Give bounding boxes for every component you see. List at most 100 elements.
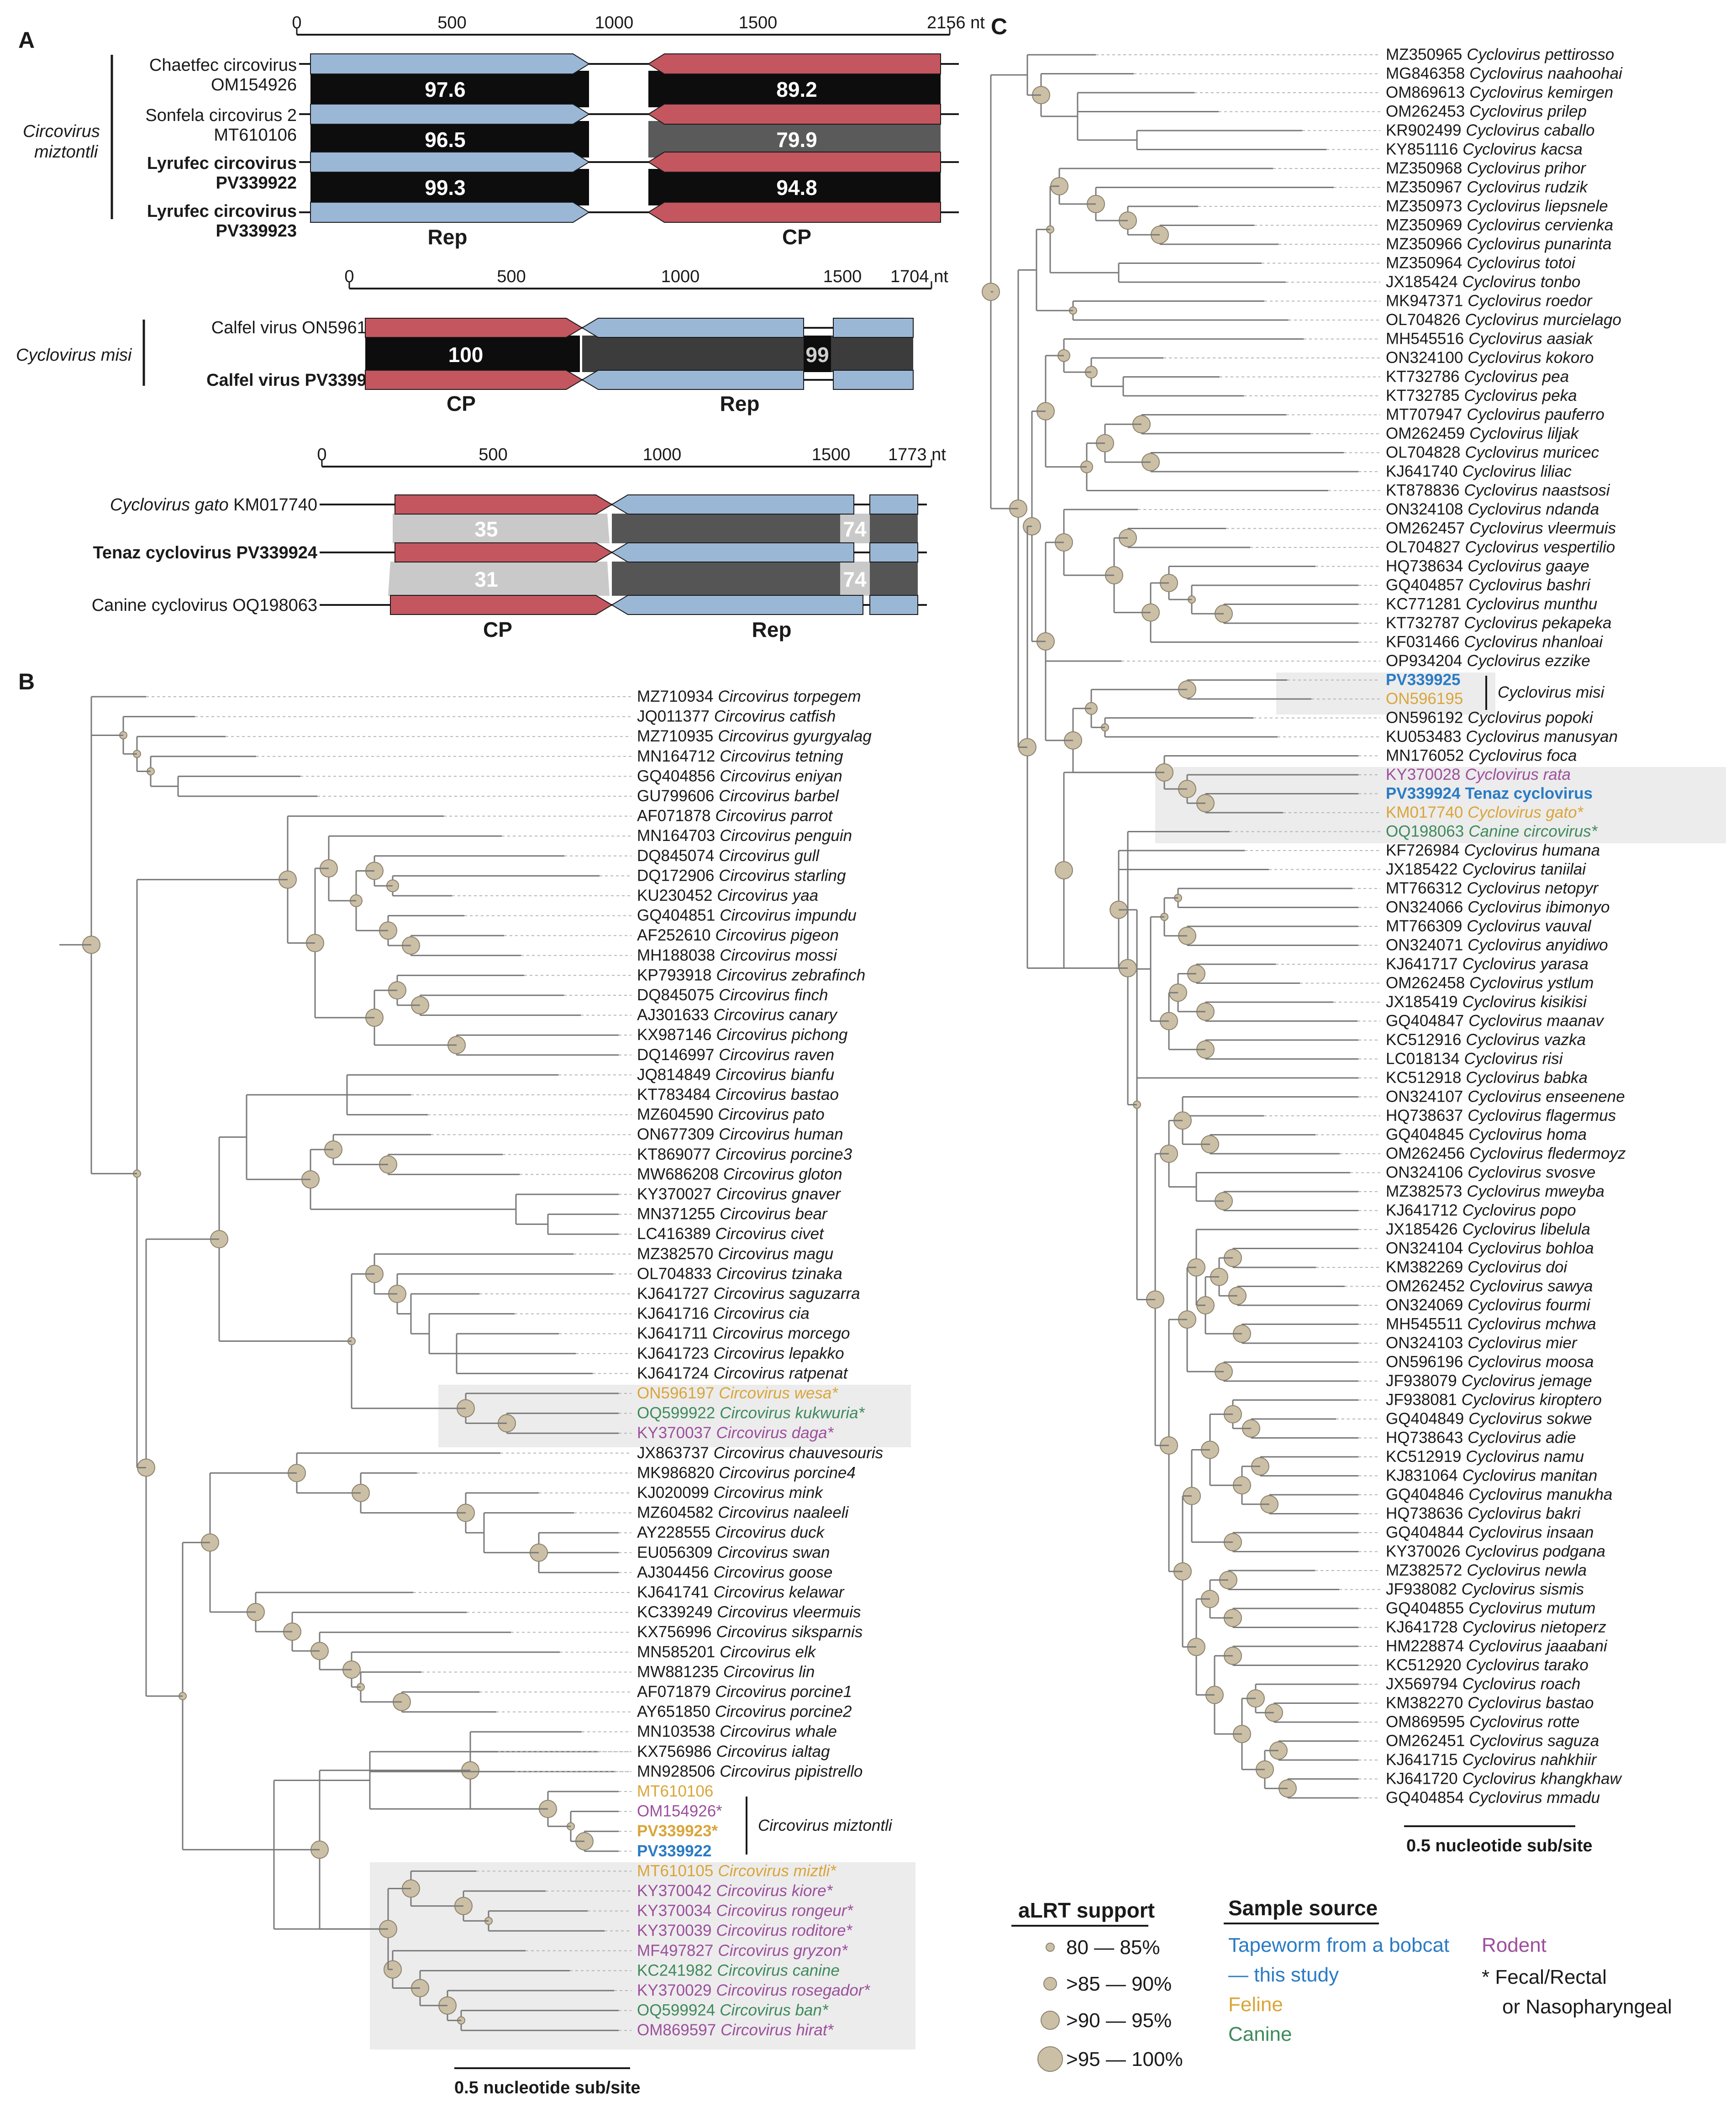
phylogenetic-tree-b [59,696,631,2031]
tip-label: HQ738643 Cyclovirus adie [1386,1429,1576,1447]
tip-accession: ON324100 [1386,349,1463,367]
tip-species: Cyclovirus pekapeka [1464,614,1612,632]
tip-label: DQ845075 Circovirus finch [637,986,828,1004]
tip-label: MZ350965 Cyclovirus pettirosso [1386,46,1614,63]
tip-species: Circovirus torpegem [718,688,861,705]
tip-accession: KJ641711 [637,1324,708,1342]
tip-species: Cyclovirus netopyr [1467,879,1599,897]
tip-species: Circovirus swan [717,1544,830,1561]
tip-accession: ON324107 [1386,1088,1463,1106]
identity-block [582,336,804,372]
tip-accession: GQ404847 [1386,1012,1464,1030]
tip-accession: KY370028 [1386,766,1460,783]
identity-block [648,71,941,107]
tip-label: GQ404857 Cyclovirus bashri [1386,576,1591,594]
group-label: miztontli [34,142,99,162]
tip-label: JX569794 Cyclovirus roach [1386,1675,1580,1693]
tip-species: Cyclovirus flagermus [1468,1107,1616,1124]
tip-accession: AF071878 [637,807,711,825]
legend-alrt-item: >90 — 95% [1066,2009,1172,2032]
tip-accession: KF726984 [1386,841,1460,859]
tip-label: MF497827 Circovirus gryzon* [637,1942,848,1960]
tip-accession: GQ404851 [637,907,715,925]
tip-species: Cyclovirus mmadu [1468,1789,1600,1807]
tip-species: Cyclovirus yarasa [1462,955,1589,973]
legend-source-fecal-2: or Nasopharyngeal [1502,1996,1672,2018]
tip-species: Tenaz cyclovirus [1465,785,1592,803]
tip-label: AF071878 Circovirus parrot [637,807,833,825]
tip-accession: KT732785 [1386,387,1460,405]
tip-label: OM262451 Cyclovirus saguza [1386,1732,1599,1750]
genome-name: Canine cyclovirus OQ198063 [92,596,317,615]
tip-label: MZ382573 Cyclovirus mweyba [1386,1182,1604,1200]
tip-accession: MZ604590 [637,1106,713,1124]
tip-label: MZ710935 Circovirus gyurgyalag [637,727,872,745]
tip-species: Circovirus eniyan [720,767,842,785]
tip-species: Circovirus gyurgyalag [718,727,872,745]
tip-species: Cyclovirus fledermoyz [1469,1145,1626,1162]
tip-species: Circovirus rosegador* [716,1981,870,1999]
tip-species: Circovirus ban* [720,2002,829,2019]
tip-label: HQ738636 Cyclovirus bakri [1386,1505,1581,1523]
gene-label: CP [782,225,811,249]
tip-accession: MZ710934 [637,688,713,705]
identity-block [393,514,610,543]
panel-c-label: C [991,14,1007,39]
tip-species: Circovirus bianfu [715,1066,835,1083]
tip-species: Cyclovirus pettirosso [1467,46,1614,63]
genome-acc: PV339922 [216,173,297,193]
tip-accession: KJ020099 [637,1484,709,1502]
tip-label: KJ641715 Cyclovirus nahkhiir [1386,1751,1597,1769]
tip-label: ON324071 Cyclovirus anyidiwo [1386,936,1608,954]
tip-label: MW881235 Circovirus lin [637,1663,815,1681]
tip-label: OL704826 Cyclovirus murcielago [1386,311,1621,329]
tip-label: ON324069 Cyclovirus fourmi [1386,1296,1591,1314]
tip-accession: MZ710935 [637,727,713,745]
identity-value: 35 [474,517,498,541]
tip-label: OM869613 Cyclovirus kemirgen [1386,84,1613,101]
tip-label: AF071879 Circovirus porcine1 [637,1683,852,1701]
tip-accession: MK986820 [637,1464,714,1482]
tip-label: KY370028 Cyclovirus rata [1386,766,1571,783]
tip-accession: MZ604582 [637,1504,713,1522]
tip-label: JX185422 Cyclovirus taniilai [1386,861,1586,878]
tip-species: Cyclovirus maanav [1468,1012,1604,1030]
tip-label: KY370029 Circovirus rosegador* [637,1981,870,1999]
tip-label: MZ350966 Cyclovirus punarinta [1386,235,1611,253]
identity-block [870,514,918,543]
tip-label: PV339923* [637,1822,718,1840]
tip-accession: KP793918 [637,966,711,984]
tip-accession: KJ641728 [1386,1618,1458,1636]
tip-accession: MZ382572 [1386,1561,1462,1579]
tip-accession: KJ641717 [1386,955,1458,973]
tip-label: KT878836 Cyclovirus naastsosi [1386,482,1610,499]
axis-tick: 500 [497,267,526,286]
tip-accession: MT707947 [1386,406,1462,424]
tip-label: KT783484 Circovirus bastao [637,1086,839,1103]
identity-block [388,562,610,596]
tip-accession: KY370034 [637,1902,711,1920]
tip-species: Cyclovirus sismis [1462,1581,1584,1598]
tip-accession: JF938081 [1386,1391,1457,1409]
legend-alrt-item: >95 — 100% [1066,2048,1183,2070]
tip-accession: HQ738643 [1386,1429,1463,1447]
identity-value: 31 [474,567,498,591]
tip-label: GQ404856 Circovirus eniyan [637,767,842,785]
tip-label: DQ172906 Circovirus starling [637,867,846,884]
tip-accession: MZ350967 [1386,179,1462,196]
tip-species: Circovirus vleermuis [717,1603,861,1621]
tip-label: KC512918 Cyclovirus babka [1386,1069,1588,1087]
tip-accession: MZ350973 [1386,197,1462,215]
identity-block [831,336,913,372]
clade-highlight [1276,673,1495,715]
cp-arrow [365,370,583,390]
tip-species: Circovirus kiore* [716,1882,833,1900]
tip-label: MH188038 Circovirus mossi [637,946,837,964]
legend-node-large [1041,2011,1060,2030]
tip-accession: JX185426 [1386,1220,1458,1238]
tip-label: KJ641727 Circovirus saguzarra [637,1285,860,1303]
tip-label: KY370027 Circovirus gnaver [637,1185,841,1203]
tip-accession: MH545516 [1386,330,1464,348]
